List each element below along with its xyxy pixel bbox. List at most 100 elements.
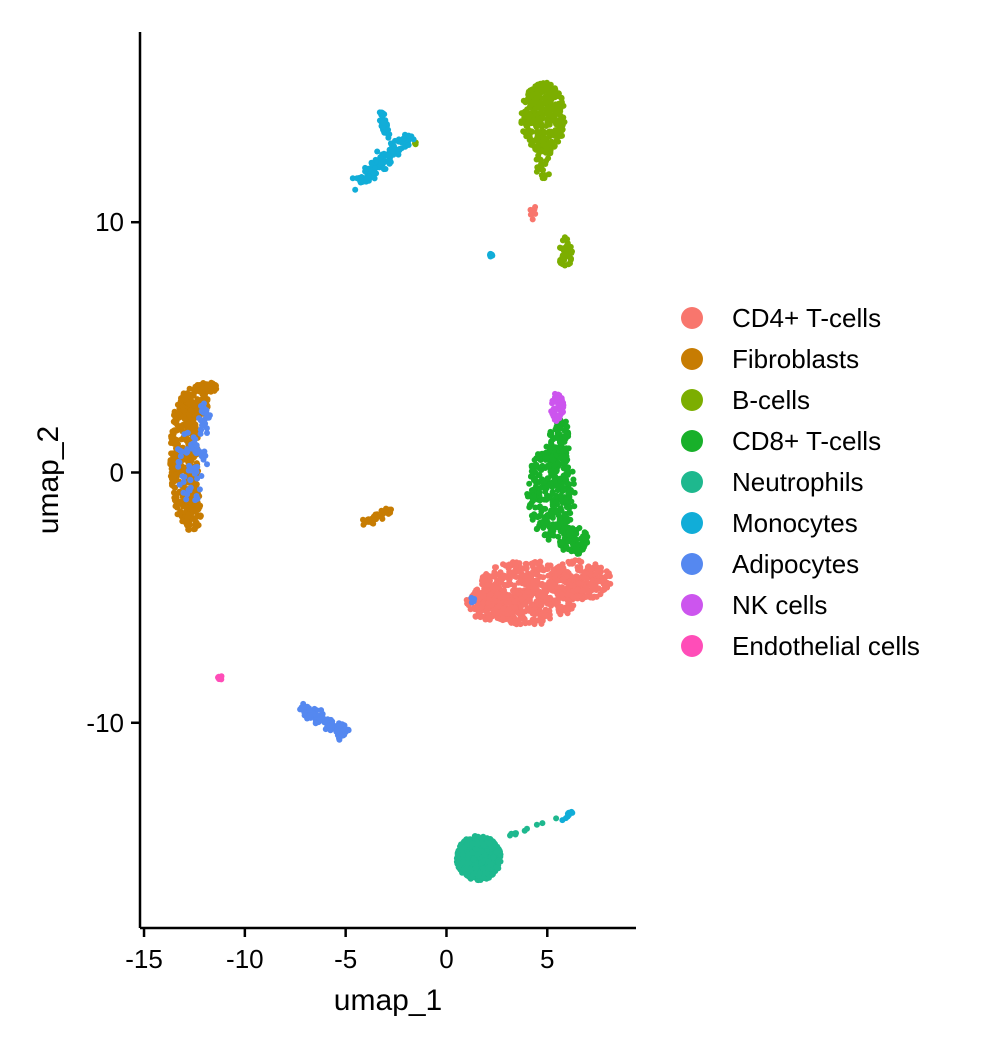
- cell-point: [167, 457, 174, 464]
- cell-point: [534, 82, 541, 89]
- cell-point: [568, 573, 575, 580]
- cell-point: [170, 418, 177, 425]
- cell-point: [547, 481, 554, 487]
- cell-point: [518, 118, 525, 125]
- cell-point: [370, 515, 377, 522]
- cell-point: [194, 463, 201, 470]
- cell-point: [523, 565, 530, 572]
- series-neutrophils: [453, 815, 560, 884]
- cell-point: [380, 119, 387, 126]
- cell-point: [175, 463, 182, 470]
- cell-point: [503, 562, 510, 569]
- cell-point: [552, 86, 559, 93]
- cell-point: [544, 454, 551, 461]
- cell-point: [577, 547, 584, 554]
- cell-point: [327, 727, 334, 734]
- legend-label: B-cells: [732, 385, 810, 415]
- cell-point: [526, 480, 533, 487]
- cell-point: [547, 582, 554, 589]
- cell-point: [542, 612, 549, 619]
- cell-point: [502, 573, 509, 580]
- cell-point: [559, 453, 566, 460]
- cell-point: [478, 835, 485, 842]
- cell-point: [575, 541, 582, 548]
- cell-point: [489, 871, 496, 878]
- cell-point: [527, 501, 533, 508]
- cell-point: [379, 110, 386, 117]
- cell-point: [370, 520, 377, 527]
- legend-key: [681, 635, 703, 657]
- cell-point: [472, 605, 479, 611]
- cell-point: [362, 518, 368, 525]
- cell-point: [480, 841, 486, 848]
- legend-item: Endothelial cells: [681, 631, 920, 661]
- cell-point: [565, 558, 572, 565]
- cell-point: [599, 587, 606, 594]
- axes: [138, 32, 636, 930]
- cell-point: [563, 471, 569, 477]
- cell-point: [594, 578, 601, 585]
- cell-point: [561, 518, 568, 524]
- cell-point: [563, 424, 570, 431]
- cell-point: [529, 216, 536, 223]
- cell-point: [560, 252, 566, 259]
- cell-point: [500, 605, 507, 612]
- cell-point: [191, 521, 198, 528]
- cell-point: [484, 609, 491, 616]
- cell-point: [203, 407, 210, 414]
- cell-point: [545, 572, 552, 579]
- cell-point: [600, 577, 607, 584]
- cell-point: [378, 160, 385, 167]
- cell-point: [513, 574, 520, 580]
- cell-point: [482, 587, 489, 594]
- cell-point: [372, 165, 378, 172]
- cell-point: [558, 497, 565, 504]
- cell-point: [495, 603, 502, 610]
- cell-point: [547, 132, 554, 139]
- legend-key: [681, 430, 703, 452]
- cell-point: [563, 504, 570, 511]
- cell-point: [532, 105, 539, 112]
- cell-point: [522, 129, 529, 136]
- cell-point: [555, 100, 562, 107]
- cell-point: [484, 865, 491, 872]
- legend-label: Fibroblasts: [732, 344, 859, 374]
- cell-point: [533, 570, 540, 577]
- cell-point: [526, 597, 533, 603]
- cell-point: [185, 526, 192, 533]
- cell-point: [539, 820, 546, 827]
- cell-point: [491, 573, 498, 580]
- cell-point: [548, 92, 555, 99]
- cell-point: [548, 471, 555, 478]
- legend-label: Endothelial cells: [732, 631, 920, 661]
- cell-point: [548, 440, 555, 447]
- cell-point: [180, 407, 187, 414]
- series-cd8-t-cells: [524, 416, 591, 557]
- cell-point: [173, 437, 180, 443]
- cell-point: [374, 148, 381, 155]
- cell-point: [560, 576, 567, 582]
- cell-point: [553, 815, 560, 822]
- cell-point: [469, 840, 476, 847]
- cell-point: [574, 586, 581, 593]
- cell-point: [484, 582, 491, 589]
- cell-point: [197, 512, 204, 519]
- cell-point: [189, 501, 195, 508]
- cell-point: [559, 484, 566, 491]
- cell-point: [518, 566, 525, 573]
- cell-point: [557, 425, 564, 432]
- cell-point: [188, 493, 195, 500]
- cell-point: [536, 489, 543, 496]
- cell-point: [186, 487, 193, 494]
- cell-point: [539, 565, 546, 572]
- cell-point: [511, 620, 518, 627]
- cell-point: [553, 120, 559, 127]
- cell-point: [550, 457, 557, 464]
- cell-point: [542, 148, 549, 155]
- cell-point: [541, 141, 548, 148]
- cell-point: [318, 707, 325, 714]
- legend-label: CD8+ T-cells: [732, 426, 881, 456]
- cell-point: [494, 590, 501, 597]
- cell-point: [545, 83, 551, 90]
- cell-point: [177, 425, 184, 432]
